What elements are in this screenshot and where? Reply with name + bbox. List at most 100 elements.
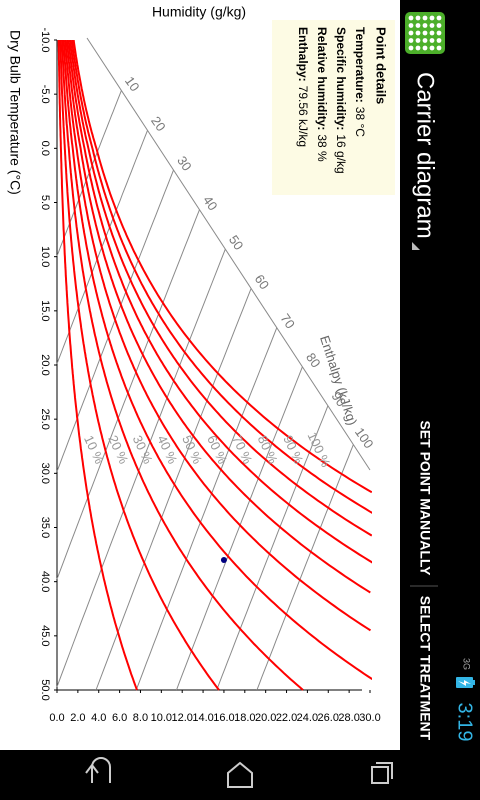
app-icon[interactable] xyxy=(405,12,445,54)
enthalpy-label: 50 xyxy=(226,232,247,252)
detail-value: 38 % xyxy=(315,134,329,162)
selected-point xyxy=(220,557,227,563)
rh-curve xyxy=(62,40,372,681)
rh-curve xyxy=(69,40,372,537)
icon-dot xyxy=(429,38,435,43)
icon-dot xyxy=(408,23,414,28)
rh-curve xyxy=(64,40,372,632)
icon-dot xyxy=(429,23,435,28)
y-tick-label: 8.0 xyxy=(133,712,148,724)
detail-value: 16 g/kg xyxy=(334,134,348,173)
back-button[interactable] xyxy=(85,757,111,783)
x-axis-title: Dry Bulb Temperature (°C) xyxy=(7,30,23,195)
rh-curve xyxy=(71,40,372,515)
detail-label: Temperature: xyxy=(353,27,367,103)
recent-back xyxy=(376,762,393,779)
rh-curve xyxy=(66,40,371,594)
rh-curve xyxy=(59,40,220,691)
action-bar xyxy=(400,0,450,750)
icon-dot xyxy=(429,45,435,51)
icon-dot xyxy=(436,23,442,28)
y-tick-label: 30.0 xyxy=(359,712,380,724)
spinner-arrow xyxy=(412,242,420,250)
detail-value: 38 °C xyxy=(353,107,367,137)
enthalpy-label: 90 xyxy=(329,389,350,409)
y-tick-label: 12.0 xyxy=(171,712,192,724)
x-tick-label: 15.0 xyxy=(39,300,51,321)
icon-dot xyxy=(408,15,414,21)
icon-dot xyxy=(422,30,428,36)
detail-label: Relative humidity: xyxy=(315,27,329,130)
icon-dot xyxy=(422,15,428,21)
icon-dot xyxy=(415,30,421,36)
y-tick-label: 6.0 xyxy=(112,712,127,724)
y-tick-label: 22.0 xyxy=(276,712,297,724)
enthalpy-label: 80 xyxy=(303,350,324,370)
detail-label: Enthalpy: xyxy=(296,27,310,82)
icon-dot xyxy=(415,23,421,28)
detail-row: Relative humidity: 38 % xyxy=(315,27,329,162)
x-tick-label: 30.0 xyxy=(39,463,51,484)
nav-bar xyxy=(0,750,480,800)
enthalpy-label: 40 xyxy=(200,193,221,213)
enthalpy-label: 10 xyxy=(122,74,143,94)
action-button[interactable]: SET POINT MANUALLY xyxy=(417,420,433,576)
rh-curves xyxy=(57,40,372,691)
enthalpy-line xyxy=(256,444,354,691)
rh-curve xyxy=(67,40,372,564)
charge-bolt xyxy=(458,680,471,686)
icon-dot xyxy=(415,15,421,21)
enthalpy-line xyxy=(95,288,252,691)
status-bar xyxy=(450,0,480,750)
icon-dot xyxy=(415,38,421,43)
detail-value: 79.56 kJ/kg xyxy=(296,86,310,147)
icon-dot xyxy=(422,38,428,43)
screen-title[interactable]: Carrier diagram xyxy=(412,72,439,239)
x-tick-label: 5.0 xyxy=(39,195,51,210)
enthalpy-line xyxy=(56,249,226,687)
icon-dot xyxy=(429,30,435,36)
y-axis-title: Humidity (g/kg) xyxy=(152,4,246,20)
enthalpy-line xyxy=(135,327,278,691)
x-tick-label: 10.0 xyxy=(39,246,51,267)
y-tick-label: 0.0 xyxy=(49,712,64,724)
icon-dot xyxy=(415,45,421,51)
enthalpy-boundary xyxy=(86,37,371,471)
detail-row: Specific humidity: 16 g/kg xyxy=(334,27,348,174)
enthalpy-label: 60 xyxy=(252,272,273,292)
icon-dot xyxy=(436,38,442,43)
y-tick-label: 24.0 xyxy=(297,712,318,724)
recent-front xyxy=(371,766,389,784)
y-tick-label: 26.0 xyxy=(318,712,339,724)
enthalpy-line xyxy=(176,366,303,691)
action-button[interactable]: SELECT TREATMENT xyxy=(417,596,433,741)
details-rows: Temperature: 38 °C Specific humidity: 16 g/… xyxy=(296,27,367,174)
battery-tip xyxy=(472,680,475,685)
network: 3G xyxy=(462,658,472,670)
enthalpy-line xyxy=(56,209,200,580)
y-tick-label: 14.0 xyxy=(192,712,213,724)
enthalpy-label: 30 xyxy=(174,153,195,173)
detail-row: Temperature: 38 °C xyxy=(353,27,367,137)
icon-dot xyxy=(436,30,442,36)
app-icon-grid xyxy=(408,15,442,51)
y-tick-label: 10.0 xyxy=(151,712,172,724)
icon-dot xyxy=(408,30,414,36)
y-tick-label: 16.0 xyxy=(213,712,234,724)
x-tick-label: 50.0 xyxy=(39,679,51,700)
y-tick-label: 28.0 xyxy=(338,712,359,724)
rh-curve xyxy=(61,40,304,691)
recent-button[interactable] xyxy=(371,762,393,784)
home-button[interactable] xyxy=(227,761,253,788)
rh-curve xyxy=(72,40,372,494)
details-panel xyxy=(272,20,395,195)
icon-dot xyxy=(436,45,442,51)
icon-dot xyxy=(429,15,435,21)
x-tick-label: 45.0 xyxy=(39,625,51,646)
y-tick-label: 18.0 xyxy=(234,712,255,724)
rh-curve xyxy=(57,40,138,691)
x-tick-label: -5.0 xyxy=(39,85,51,104)
x-tick-label: 35.0 xyxy=(39,517,51,538)
